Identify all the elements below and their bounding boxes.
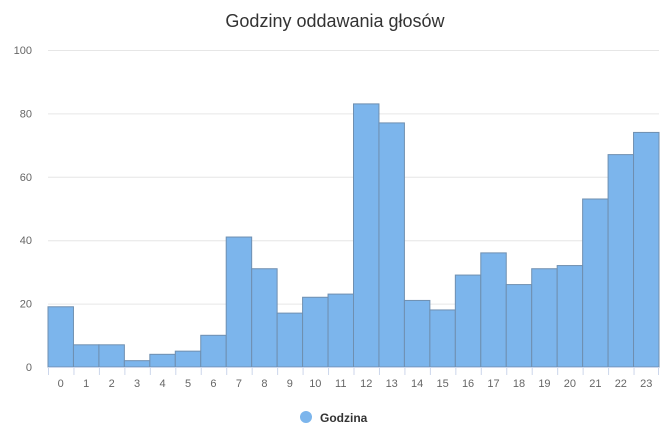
x-tick-label: 21 [589, 378, 601, 390]
x-tick-label: 13 [386, 378, 398, 390]
bar-hour-6[interactable] [200, 334, 227, 368]
x-tick-label: 4 [160, 378, 166, 390]
x-tick-label: 3 [134, 378, 140, 390]
y-tick-label: 100 [14, 45, 32, 57]
x-tick-label: 23 [640, 378, 652, 390]
bar-hour-22[interactable] [607, 154, 635, 368]
x-tick-label: 9 [287, 378, 293, 390]
x-tick-label: 7 [236, 378, 242, 390]
bar-hour-7[interactable] [225, 236, 253, 368]
bar-hour-23[interactable] [633, 131, 660, 368]
bar-hour-8[interactable] [251, 268, 278, 368]
bar-hour-19[interactable] [531, 268, 558, 368]
bar-hour-9[interactable] [276, 312, 304, 368]
x-tick-label: 11 [335, 378, 346, 390]
y-tick-label: 60 [20, 172, 32, 184]
x-tick-label: 10 [309, 378, 321, 390]
x-tick-label: 18 [513, 378, 525, 390]
x-tick-label: 0 [58, 378, 64, 390]
x-tick-label: 8 [261, 378, 267, 390]
x-axis [48, 367, 659, 375]
x-tick-label: 14 [411, 378, 423, 390]
bar-hour-14[interactable] [403, 299, 431, 368]
bar-hour-5[interactable] [174, 350, 202, 368]
y-tick-label: 0 [26, 362, 32, 374]
x-tick-label: 16 [462, 378, 474, 390]
x-axis-tick-labels: 0 1 2 3 4 5 6 7 8 9 10 11 12 13 14 15 16 17 18 19 20 21 22 23 [58, 378, 653, 390]
bars [47, 103, 660, 368]
bar-hour-18[interactable] [505, 284, 533, 368]
x-tick-label: 1 [83, 378, 89, 390]
bar-hour-20[interactable] [556, 265, 584, 368]
bar-hour-4[interactable] [149, 353, 176, 368]
bar-hour-11[interactable] [327, 293, 354, 368]
bar-hour-21[interactable] [582, 198, 609, 368]
bar-hour-1[interactable] [72, 344, 100, 368]
bar-hour-12[interactable] [353, 103, 380, 368]
x-tick-label: 20 [564, 378, 576, 390]
bar-hour-2[interactable] [98, 344, 125, 368]
bar-hour-15[interactable] [429, 309, 456, 368]
y-tick-label: 40 [20, 235, 32, 247]
x-tick-label: 15 [436, 378, 448, 390]
x-tick-label: 17 [487, 378, 499, 390]
x-tick-label: 6 [210, 378, 216, 390]
x-tick-label: 5 [185, 378, 191, 390]
legend[interactable]: Godzina [300, 411, 368, 425]
x-tick-label: 22 [615, 378, 627, 390]
x-tick-label: 2 [109, 378, 115, 390]
y-tick-label: 20 [20, 299, 32, 311]
y-tick-label: 80 [20, 108, 32, 120]
bar-hour-10[interactable] [302, 296, 329, 368]
bar-hour-16[interactable] [454, 274, 482, 368]
bar-hour-13[interactable] [378, 122, 405, 368]
chart-title: Godziny oddawania głosów [225, 11, 445, 31]
legend-marker[interactable] [300, 411, 312, 423]
x-tick-label: 12 [360, 378, 372, 390]
bar-hour-3[interactable] [123, 360, 151, 368]
x-tick-label: 19 [538, 378, 550, 390]
bar-hour-0[interactable] [47, 306, 74, 368]
bar-hour-17[interactable] [480, 252, 507, 368]
y-axis-tick-labels: 0 20 40 60 80 100 [14, 45, 32, 374]
legend-label[interactable]: Godzina [320, 411, 368, 425]
